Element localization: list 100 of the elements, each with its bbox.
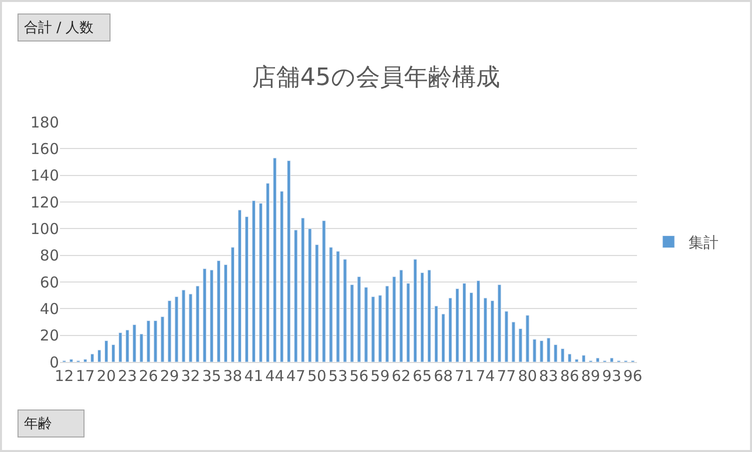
x-tick-label: 26 — [138, 367, 158, 385]
bar — [518, 328, 522, 362]
x-tick-label: 23 — [118, 367, 137, 385]
bar — [182, 290, 186, 362]
bar — [258, 203, 263, 362]
x-tick-label: 29 — [160, 367, 180, 385]
x-tick-label: 77 — [496, 367, 516, 385]
x-tick-label: 47 — [286, 367, 306, 385]
bar — [498, 284, 502, 362]
bar — [224, 264, 228, 362]
bar — [90, 354, 94, 362]
bar — [574, 359, 578, 362]
bar — [83, 359, 88, 362]
x-tick-label: 71 — [454, 367, 474, 385]
x-tick-label: 89 — [581, 367, 600, 385]
x-tick-label: 80 — [518, 367, 538, 385]
bar — [343, 259, 347, 362]
x-tick-label: 41 — [244, 367, 264, 385]
bar — [560, 348, 564, 362]
x-tick-label: 20 — [96, 367, 116, 385]
bar — [315, 244, 319, 362]
bar — [610, 358, 614, 362]
bar — [357, 276, 361, 362]
x-tick-label: 86 — [560, 367, 580, 385]
bar — [392, 276, 396, 362]
x-tick-label: 59 — [370, 367, 390, 385]
bar — [160, 316, 164, 362]
bar — [97, 350, 102, 362]
x-tick-label: 62 — [392, 367, 411, 385]
bar — [112, 344, 116, 362]
bar — [504, 311, 508, 362]
x-tick-label: 83 — [539, 367, 558, 385]
chart-title: 店舗45の会員年齢構成 — [252, 63, 500, 92]
y-tick-label: 180 — [30, 113, 59, 132]
bar — [280, 191, 284, 362]
x-tick-label: 50 — [307, 367, 326, 385]
text: 合計 / 人数 — [24, 20, 94, 36]
bar — [188, 294, 192, 362]
bar — [406, 283, 410, 362]
bar — [568, 354, 572, 362]
x-tick-label: 56 — [349, 367, 369, 385]
x-tick-label: 65 — [412, 367, 432, 385]
x-tick-label: 17 — [76, 367, 95, 385]
legend-label: 集計 — [688, 234, 719, 252]
x-tick-label: 44 — [265, 367, 284, 385]
x-tick-label: 32 — [181, 367, 200, 385]
bar — [532, 339, 536, 362]
bar — [238, 210, 242, 362]
bar — [385, 286, 389, 362]
x-tick-label: 93 — [602, 367, 622, 385]
bar — [364, 287, 368, 362]
x-tick-label: 38 — [223, 367, 242, 385]
bar — [301, 218, 305, 362]
bar — [399, 270, 403, 362]
bar — [470, 292, 474, 362]
bar — [104, 340, 108, 362]
bar — [69, 359, 74, 362]
bar — [308, 228, 312, 362]
bar — [266, 183, 270, 362]
bar — [210, 270, 214, 362]
bar — [146, 320, 150, 362]
bar — [455, 288, 460, 362]
bar — [554, 344, 558, 362]
bar — [462, 283, 466, 362]
bar — [329, 247, 333, 362]
bar — [336, 251, 340, 362]
y-tick-label: 160 — [30, 140, 59, 158]
bar — [118, 332, 122, 362]
bar — [413, 259, 418, 362]
bar — [371, 296, 375, 362]
bar — [512, 322, 516, 362]
bar — [546, 338, 550, 362]
bar — [526, 315, 530, 362]
bar — [322, 220, 326, 362]
bar — [216, 260, 220, 362]
x-tick-label: 53 — [328, 367, 348, 385]
bar — [272, 158, 277, 362]
bar — [490, 300, 494, 362]
bar — [484, 298, 488, 362]
y-tick-label: 60 — [40, 273, 59, 292]
x-tick-label: 96 — [623, 367, 642, 385]
bar — [294, 230, 298, 362]
y-tick-label: 80 — [40, 246, 59, 265]
y-tick-label: 20 — [40, 326, 59, 345]
bar — [540, 340, 544, 362]
y-tick-label: 40 — [40, 300, 59, 318]
y-tick-label: 100 — [30, 220, 59, 238]
bar — [140, 334, 144, 362]
x-tick-label: 68 — [434, 367, 453, 385]
bar — [126, 330, 130, 362]
bar — [287, 160, 291, 362]
bar — [476, 280, 480, 362]
y-tick-label: 140 — [30, 166, 59, 185]
y-tick-label: 120 — [30, 193, 59, 212]
bar — [230, 247, 235, 362]
bar — [434, 306, 438, 362]
bar — [132, 324, 136, 362]
bar — [378, 295, 382, 362]
bar — [350, 284, 354, 362]
bar — [196, 286, 200, 362]
